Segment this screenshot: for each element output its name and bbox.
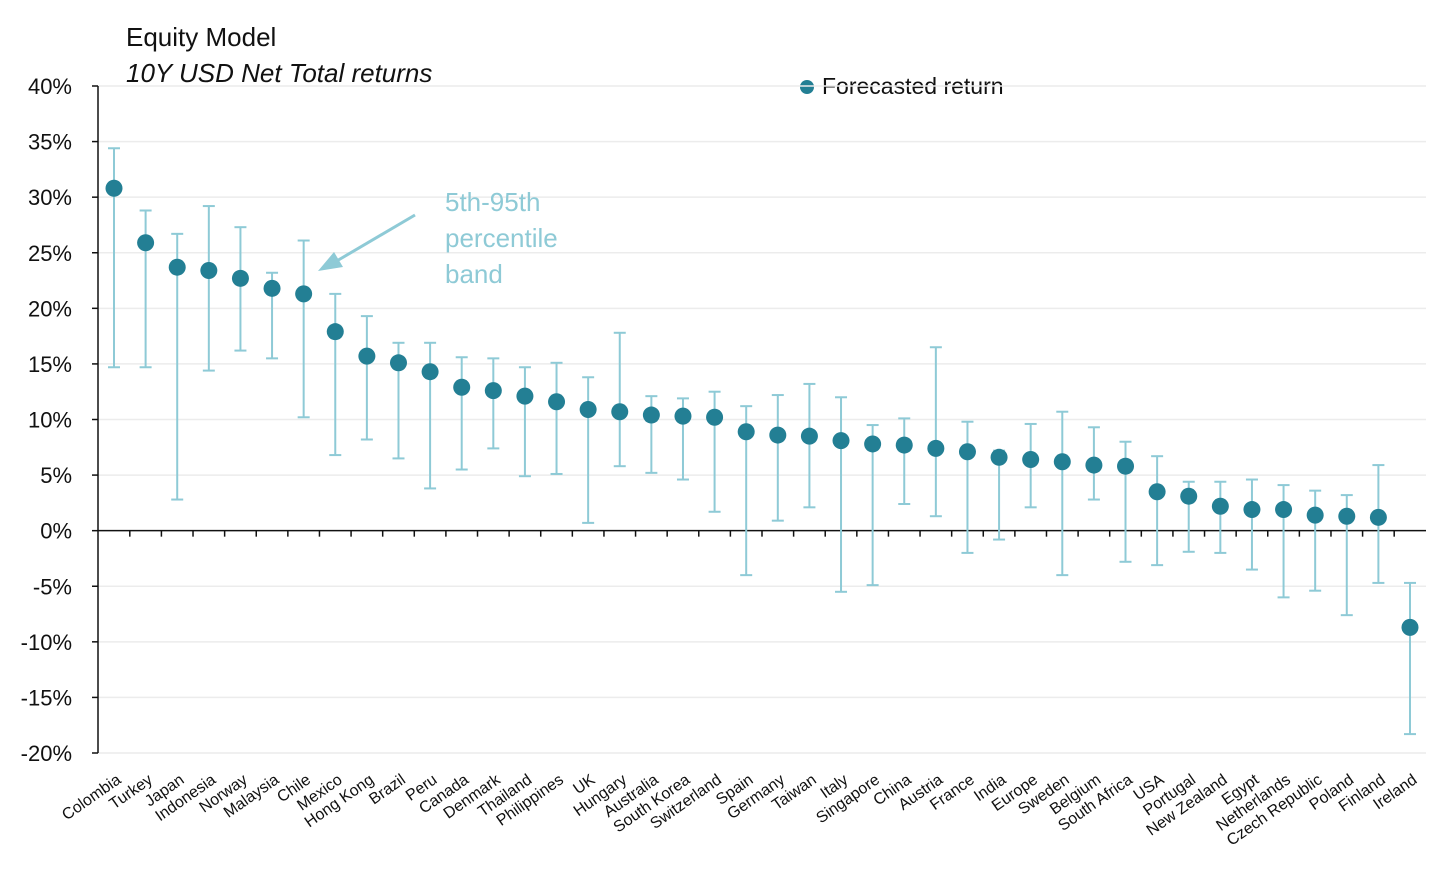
data-point	[1022, 451, 1040, 469]
y-tick-label: 10%	[28, 408, 72, 433]
data-point	[706, 408, 724, 426]
y-tick-label: 30%	[28, 185, 72, 210]
annotation-arrow	[334, 213, 416, 264]
data-point	[1243, 501, 1261, 519]
data-point	[1306, 506, 1324, 524]
data-point	[864, 435, 882, 453]
data-point	[105, 179, 123, 197]
data-point	[1053, 453, 1071, 471]
data-point	[1148, 483, 1166, 501]
y-tick-label: 5%	[40, 463, 72, 488]
data-point	[1085, 456, 1103, 474]
annotation-line: 5th-95th	[445, 187, 541, 217]
data-point	[1369, 508, 1387, 526]
data-point	[200, 262, 218, 280]
data-point	[326, 323, 344, 341]
data-point	[800, 427, 818, 445]
y-tick-label: -15%	[21, 685, 72, 710]
y-tick-label: 15%	[28, 352, 72, 377]
data-point	[769, 426, 787, 444]
data-point	[895, 436, 913, 454]
data-point	[263, 279, 281, 297]
data-point	[389, 354, 407, 372]
y-tick-label: 25%	[28, 241, 72, 266]
annotation-line: band	[445, 259, 503, 289]
x-tick-label: Brazil	[366, 771, 409, 808]
chart-subtitle: 10Y USD Net Total returns	[126, 58, 433, 88]
chart-title: Equity Model	[126, 22, 277, 52]
data-point	[295, 285, 313, 303]
data-point	[516, 387, 534, 405]
data-point	[832, 432, 850, 450]
y-tick-label: -20%	[21, 741, 72, 766]
data-point	[1338, 507, 1356, 525]
data-point	[548, 393, 566, 411]
data-point	[453, 378, 471, 396]
annotation-text: 5th-95th percentile band	[445, 184, 558, 292]
data-point	[1117, 457, 1135, 475]
y-tick-label: 20%	[28, 296, 72, 321]
data-point	[421, 363, 439, 381]
annotation-line: percentile	[445, 223, 558, 253]
data-point	[674, 407, 692, 425]
data-point	[579, 400, 597, 418]
arrow-head-icon	[318, 252, 343, 271]
data-point	[927, 439, 945, 457]
data-point	[1180, 487, 1198, 505]
data-point	[611, 403, 629, 421]
data-point	[990, 448, 1008, 466]
data-point	[168, 258, 186, 276]
data-point	[484, 382, 502, 400]
data-point	[358, 347, 376, 365]
y-tick-label: 40%	[28, 74, 72, 99]
data-point	[137, 234, 155, 252]
data-point	[231, 269, 249, 287]
data-point	[1211, 497, 1229, 515]
data-point	[1401, 618, 1419, 636]
data-point	[958, 443, 976, 461]
y-tick-label: 0%	[40, 519, 72, 544]
data-point	[737, 423, 755, 441]
data-point	[642, 406, 660, 424]
y-tick-label: 35%	[28, 130, 72, 155]
y-tick-label: -10%	[21, 630, 72, 655]
y-tick-label: -5%	[33, 574, 72, 599]
data-point	[1275, 501, 1293, 519]
